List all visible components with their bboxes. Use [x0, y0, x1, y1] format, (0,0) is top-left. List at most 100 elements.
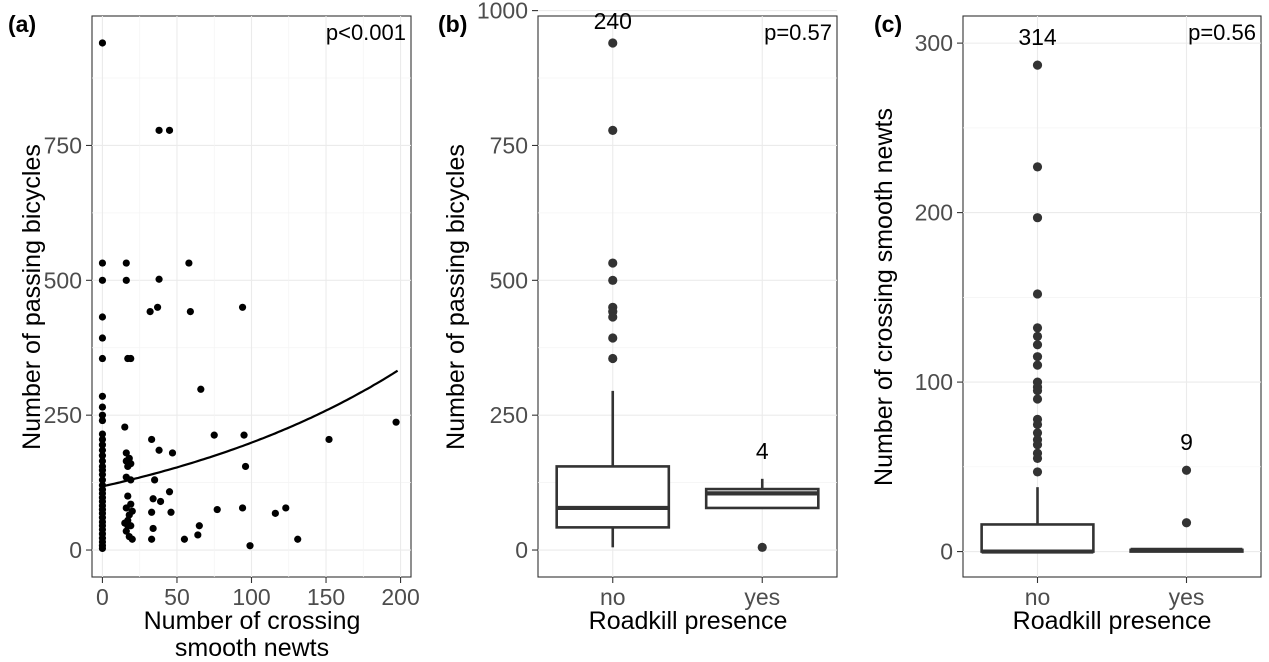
scatter-point: [146, 308, 154, 316]
scatter-point: [195, 522, 203, 530]
scatter-point: [98, 476, 107, 484]
panel-b-y-tick-label: 250: [490, 402, 528, 428]
panel-c-y-tick-label: 100: [915, 369, 953, 395]
scatter-point: [148, 535, 156, 543]
panel-b-box-yes: 4: [704, 438, 820, 552]
panel-b-x-tick-label-yes: yes: [744, 584, 780, 610]
panel-c-ticks: 0 100 200 300 no yes: [915, 30, 1205, 610]
panel-b-y-tick-label: 0: [515, 537, 528, 563]
outlier-point: [1032, 453, 1043, 463]
scatter-point: [98, 452, 107, 460]
scatter-point: [98, 441, 107, 449]
panel-b-y-tick-label: 1000: [477, 0, 528, 24]
panel-a-y-tick-label: 750: [44, 132, 82, 158]
scatter-point: [392, 418, 400, 426]
panel-a-p-value: p<0.001: [326, 20, 406, 45]
panel-c-tag: (c): [874, 11, 902, 37]
outlier-point: [1032, 385, 1043, 396]
scatter-point: [197, 385, 205, 393]
outlier-point: [1181, 465, 1192, 475]
panel-b-x-tick-label-no: no: [600, 584, 626, 610]
scatter-point: [127, 354, 135, 363]
scatter-point: [241, 462, 250, 471]
scatter-point: [165, 488, 174, 496]
panel-a-y-title: Number of passing bicycles: [18, 144, 46, 450]
panel-c-y-title: Number of crossing smooth newts: [870, 108, 898, 486]
panel-c-x-tick-label-no: no: [1025, 584, 1051, 610]
panel-a-y-tick-label: 0: [69, 537, 82, 563]
scatter-point: [125, 454, 133, 462]
scatter-point: [98, 446, 107, 454]
panel-c-count-label-no: 314: [1018, 24, 1057, 50]
outlier-point: [1032, 213, 1043, 223]
scatter-point: [98, 334, 107, 342]
outlier-point: [608, 125, 618, 135]
scatter-point: [155, 446, 163, 454]
scatter-point: [98, 403, 107, 411]
panel-b-count-label-yes: 4: [756, 438, 769, 464]
panel-a-ticks: 0 250 500 750 0 50 100 150 200: [44, 132, 420, 610]
panel-b-y-tick-label: 500: [490, 267, 528, 293]
outlier-point: [608, 275, 618, 285]
panel-b-box-no: 240: [555, 8, 671, 548]
panel-c-count-label-yes: 9: [1180, 429, 1193, 455]
scatter-point: [122, 276, 130, 284]
scatter-point: [185, 259, 193, 267]
outlier-point: [1032, 162, 1043, 172]
outlier-point: [608, 38, 618, 48]
scatter-point: [168, 449, 177, 457]
outlier-point: [608, 353, 618, 364]
panel-c-box-yes: 9: [1129, 429, 1244, 553]
panel-c-y-tick-label: 200: [915, 200, 953, 226]
panel-a-x-title-line2: smooth newts: [175, 634, 329, 662]
panel-c-boxplot: 314 9 0 100 200 300 no yes (c) p=0.56 Roadkill…: [870, 11, 1262, 635]
scatter-point: [98, 39, 107, 47]
panel-a-x-tick-label: 0: [96, 584, 109, 610]
panel-a-x-title-line1: Number of crossing: [144, 607, 361, 635]
scatter-point: [124, 492, 132, 500]
panel-a-grid: [92, 16, 411, 577]
scatter-point: [167, 508, 175, 516]
panel-a-x-tick-label: 50: [164, 584, 190, 610]
outlier-point: [1032, 419, 1043, 430]
scatter-point: [180, 535, 189, 543]
panel-c-boxes: 314 9: [980, 24, 1244, 554]
scatter-point: [128, 507, 136, 515]
scatter-point: [153, 303, 162, 311]
scatter-point: [98, 392, 107, 400]
outlier-point: [1032, 467, 1043, 477]
panel-a-x-tick-label: 150: [307, 584, 345, 610]
panel-a-points: [98, 39, 400, 553]
scatter-point: [210, 431, 218, 439]
panel-b-x-title: Roadkill presence: [589, 607, 788, 635]
box-iqr: [980, 523, 1095, 553]
scatter-point: [246, 542, 254, 550]
panel-a-fit-curve: [102, 369, 399, 488]
scatter-point: [149, 495, 157, 503]
outlier-point: [1032, 331, 1043, 341]
panel-c-y-tick-label: 0: [940, 539, 953, 565]
outlier-point: [1032, 440, 1043, 450]
scatter-point: [151, 476, 159, 484]
outlier-point: [1032, 360, 1043, 370]
outlier-point: [1032, 60, 1043, 70]
panel-b-p-value: p=0.57: [764, 20, 832, 45]
panel-b-y-tick-label: 750: [490, 132, 528, 158]
scatter-point: [240, 431, 248, 439]
scatter-point: [156, 497, 165, 506]
outlier-point: [608, 333, 618, 343]
scatter-point: [98, 457, 107, 465]
scatter-point: [238, 303, 247, 311]
scatter-point: [98, 416, 107, 425]
scatter-point: [98, 354, 107, 363]
scatter-point: [148, 508, 156, 516]
scatter-point: [282, 504, 290, 512]
panel-c-y-tick-label: 300: [915, 30, 953, 56]
scatter-point: [121, 423, 129, 431]
outlier-point: [1032, 428, 1043, 438]
panel-a-y-tick-label: 500: [44, 267, 82, 293]
scatter-point: [155, 126, 163, 134]
scatter-point: [127, 460, 135, 468]
scatter-point: [128, 535, 136, 543]
